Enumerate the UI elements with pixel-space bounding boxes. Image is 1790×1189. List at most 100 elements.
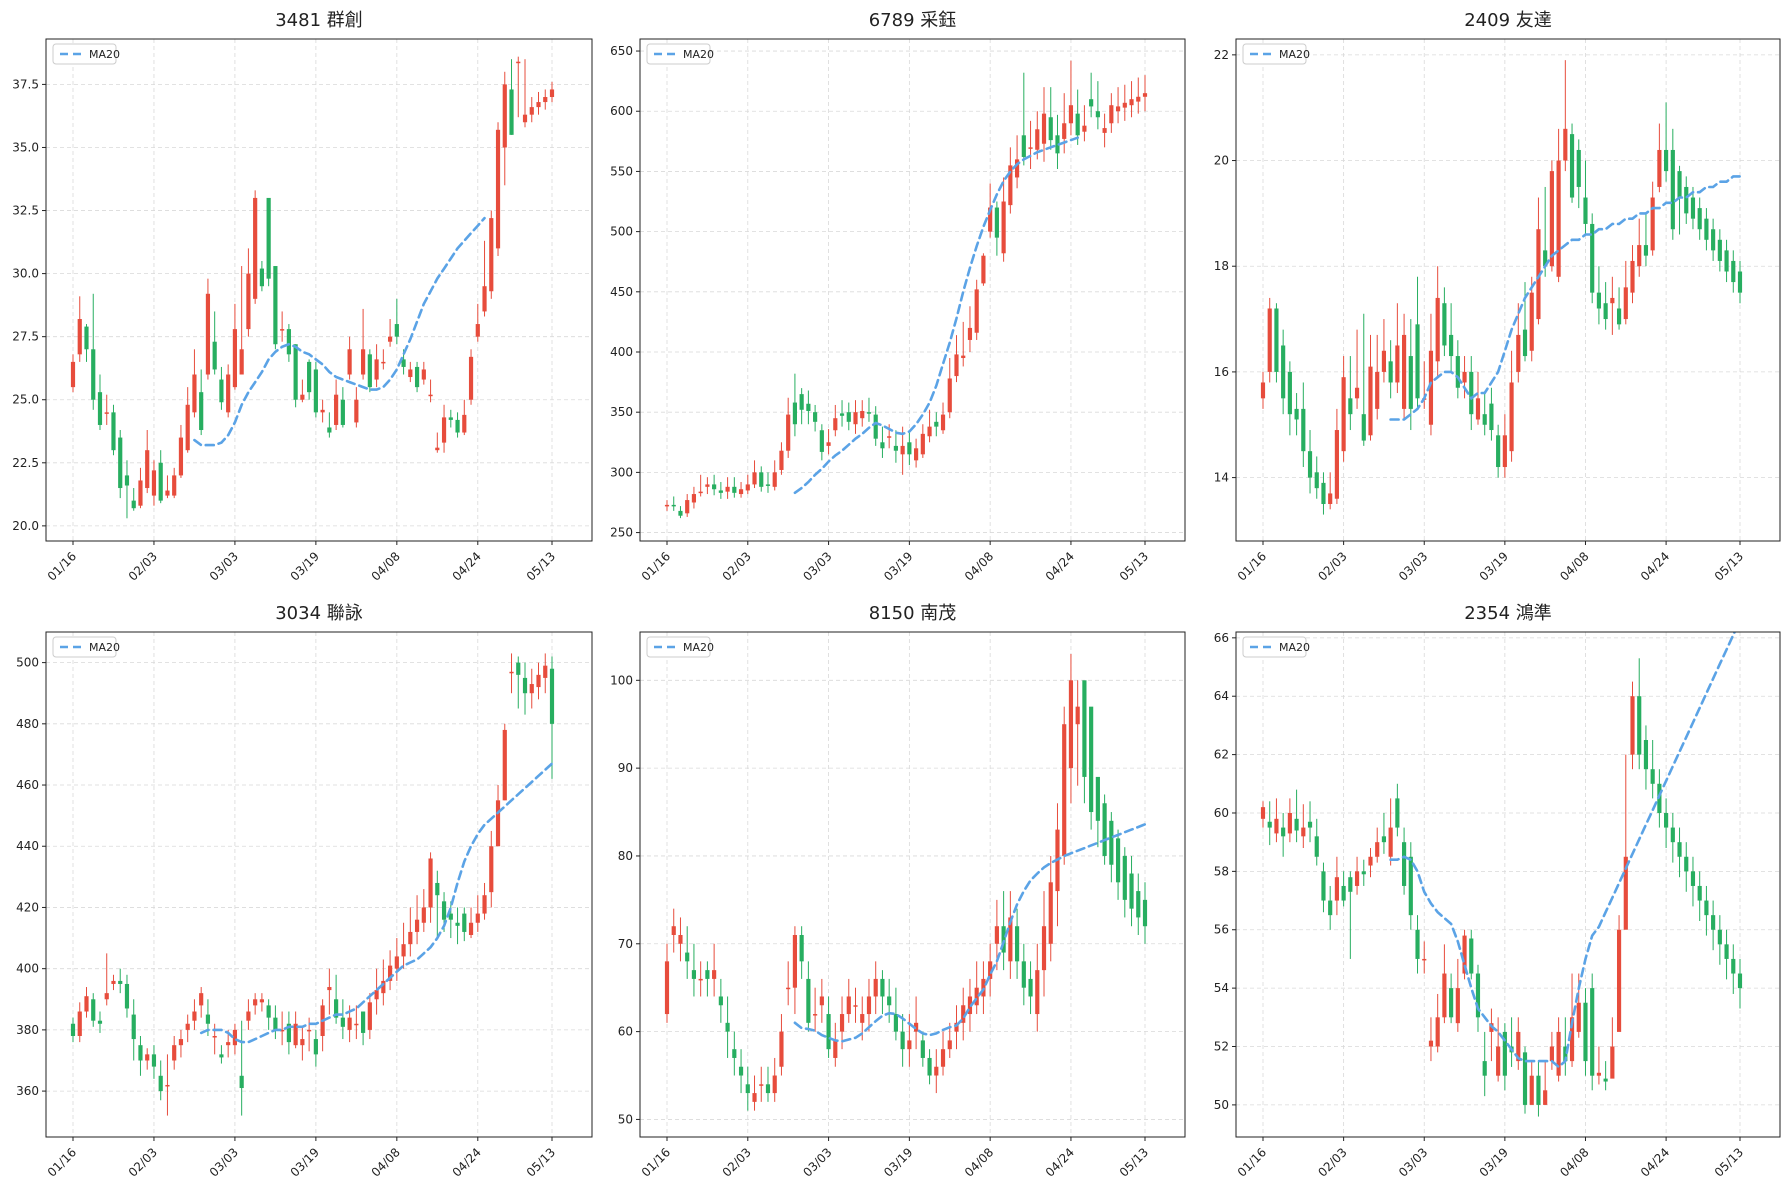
y-tick-label: 18: [1214, 259, 1229, 273]
candles-group: [70, 56, 555, 519]
candle-body-down: [1281, 345, 1286, 399]
y-tick-label: 90: [618, 761, 633, 775]
candle-body-down: [1142, 899, 1148, 927]
candle-body-up: [1035, 129, 1040, 150]
candle-body-up: [84, 996, 89, 1012]
candle-body-down: [1717, 929, 1722, 945]
candle-body-up: [1109, 105, 1114, 124]
candle-body-up: [1334, 430, 1339, 499]
candle-body-down: [266, 197, 271, 279]
candle-body-up: [698, 978, 703, 981]
candle-body-up: [738, 489, 744, 495]
candle-body-down: [799, 935, 804, 962]
candle-body-up: [185, 404, 190, 451]
candle-body-down: [414, 366, 420, 388]
y-tick-label: 14: [1214, 471, 1229, 485]
candle-body-up: [698, 491, 703, 494]
candle-body-up: [792, 935, 798, 988]
y-tick-label: 54: [1214, 981, 1229, 995]
candle-body-up: [846, 996, 851, 1015]
y-tick-label: 35.0: [12, 140, 39, 154]
candle-body-up: [1442, 973, 1447, 1018]
candle-body-down: [1583, 1002, 1588, 1062]
candle-body-up: [712, 970, 717, 979]
candle-body-down: [671, 504, 676, 507]
candle-body-down: [1274, 308, 1279, 372]
candle-body-down: [920, 1040, 925, 1058]
candle-body-up: [1274, 818, 1279, 834]
candle-body-up: [178, 1039, 184, 1046]
y-tick-label: 550: [610, 164, 633, 178]
ma20-line: [1389, 175, 1742, 421]
candle-body-up: [327, 987, 332, 991]
candle-body-up: [745, 484, 750, 491]
candle-body-up: [495, 800, 501, 847]
candle-body-up: [813, 1014, 818, 1016]
candle-body-up: [1455, 988, 1460, 1024]
candle-body-down: [219, 1054, 224, 1058]
candle-body-down: [880, 442, 885, 449]
candle-body-up: [428, 858, 433, 908]
candle-body-down: [118, 980, 123, 984]
y-tick-label: 500: [16, 656, 39, 670]
candle-body-down: [1697, 885, 1702, 901]
candle-body-down: [806, 978, 811, 1023]
candle-body-up: [1354, 871, 1360, 886]
candle-body-up: [1623, 287, 1628, 320]
candle-body-up: [232, 329, 238, 388]
candle-body-up: [280, 1029, 285, 1032]
candle-body-up: [307, 1029, 312, 1032]
candle-body-up: [320, 409, 325, 413]
candle-body-up: [145, 450, 150, 489]
legend-label-ma20: MA20: [683, 48, 714, 61]
candle-body-up: [1516, 334, 1521, 372]
candle-body-down: [1402, 842, 1407, 886]
candle-body-down: [718, 490, 723, 493]
candle-body-down: [1563, 1046, 1568, 1062]
candle-body-down: [516, 662, 521, 675]
legend-box: [52, 43, 117, 65]
candle-body-down: [1603, 303, 1608, 320]
candle-body-down: [1028, 978, 1033, 997]
candle-body-up: [900, 445, 905, 455]
candle-body-up: [414, 919, 420, 932]
candle-body-down: [1314, 472, 1319, 489]
candle-body-down: [1415, 929, 1420, 959]
candle-body-down: [934, 421, 939, 427]
candle-body-up: [394, 956, 399, 969]
candle-body-down: [887, 996, 892, 1006]
candle-body-down: [806, 403, 811, 411]
candle-body-up: [853, 412, 858, 425]
candle-body-up: [253, 999, 258, 1006]
candle-body-down: [1048, 117, 1053, 141]
candle-body-up: [232, 1029, 238, 1046]
candle-body-down: [259, 268, 264, 287]
candle-body-down: [1664, 812, 1669, 828]
candle-body-up: [833, 1040, 838, 1058]
candle-body-up: [1341, 377, 1346, 452]
candle-body-down: [1643, 245, 1649, 256]
candle-body-down: [455, 922, 460, 926]
candles-group: [664, 653, 1148, 1111]
candle-body-down: [1307, 821, 1313, 828]
candle-body-down: [792, 402, 798, 425]
candle-body-down: [1489, 403, 1494, 431]
candle-body-down: [705, 970, 710, 979]
candle-body-up: [994, 926, 999, 944]
candle-body-down: [313, 1039, 318, 1055]
candle-body-down: [1684, 856, 1689, 872]
candle-body-up: [1354, 387, 1360, 399]
candle-body-down: [1109, 820, 1114, 865]
candle-body-up: [178, 437, 184, 476]
candle-body-up: [239, 349, 244, 375]
candle-body-down: [1690, 871, 1696, 886]
candle-body-down: [435, 882, 440, 896]
candle-body-down: [718, 996, 723, 1006]
candle-body-up: [678, 935, 683, 944]
candle-body-down: [1395, 798, 1400, 828]
legend-box: [1242, 636, 1307, 658]
candle-body-up: [961, 355, 966, 359]
candle-body-up: [435, 447, 440, 451]
